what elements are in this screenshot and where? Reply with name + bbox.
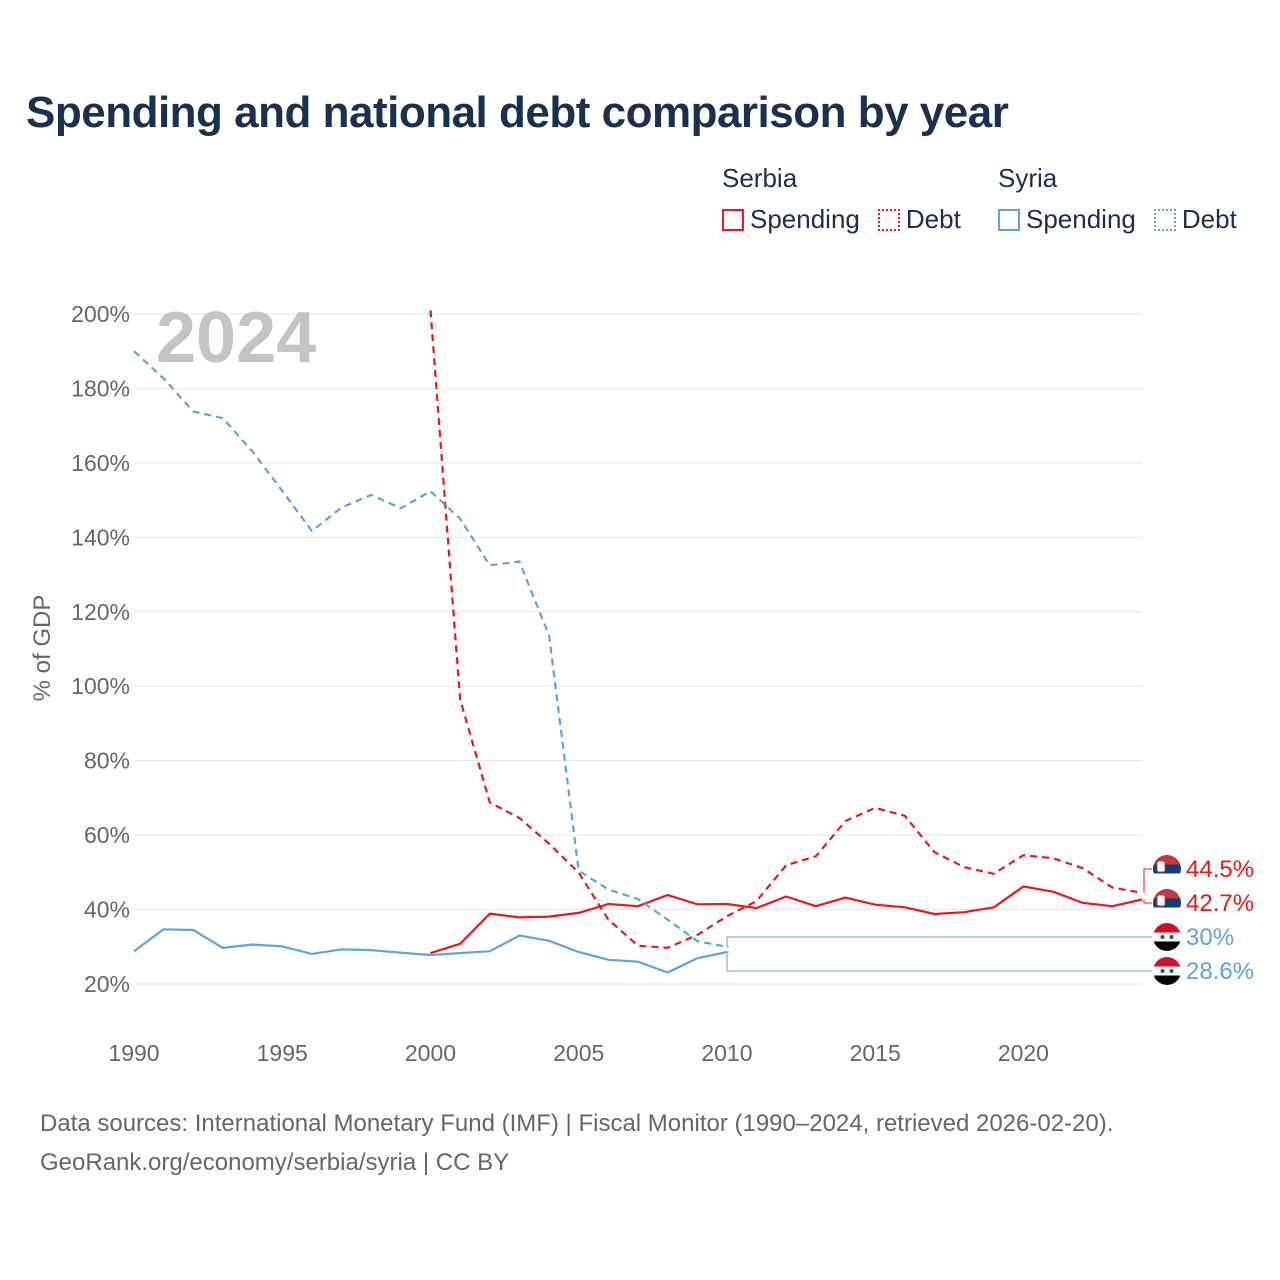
legend-serbia: Serbia Spending Debt [722,160,979,235]
legend-syria-spending[interactable]: Spending [998,204,1136,235]
flag-stripe [1153,855,1181,865]
legend-swatch-dotted-icon [877,208,900,231]
x-tick-label: 2020 [998,1040,1049,1066]
flag-emblem [1156,894,1166,907]
end-label-connector [1143,899,1152,904]
y-tick-label: 80% [84,748,130,774]
serbia-spending-line[interactable] [430,885,1143,955]
end-value-label: 42.7% [1186,890,1254,917]
legend-serbia-debt-label: Debt [905,204,961,234]
y-tick-label: 100% [71,673,130,699]
end-value-label: 28.6% [1186,958,1254,985]
legend-serbia-debt[interactable]: Debt [877,204,961,235]
serbia-debt-line[interactable] [429,310,1143,950]
x-tick-label: 2000 [405,1040,456,1066]
footer-attribution-line[interactable]: GeoRank.org/economy/serbia/syria | CC BY [40,1149,510,1176]
flag-stripe [1153,932,1181,942]
legend-syria-debt[interactable]: Debt [1153,204,1237,235]
legend-syria-country: Syria [998,163,1058,193]
flag-emblem [1156,860,1166,873]
flag-star [1169,935,1174,939]
legend-swatch-dotted-icon [1153,208,1176,231]
flag-stripe [1153,923,1181,933]
flag-star [1160,969,1165,973]
flag-stripe [1153,898,1181,908]
year-watermark: 2024 [156,298,316,378]
y-axis-label: % of GDP [29,595,56,702]
flag-stripe [1153,889,1181,899]
x-tick-label: 1990 [108,1040,159,1066]
legend-syria-debt-label: Debt [1181,204,1237,234]
syria-flag-icon [1153,923,1181,951]
end-label-connector [726,951,1152,972]
flag-stripe [1153,975,1181,985]
legend-syria-spending-label: Spending [1026,204,1136,234]
serbia-flag-icon [1153,855,1181,883]
legend-swatch-solid-icon [998,208,1020,231]
legend-serbia-country: Serbia [722,163,798,193]
legend-swatch-solid-icon [722,208,744,231]
flag-stripe [1153,873,1181,883]
end-value-label: 44.5% [1186,856,1254,883]
y-tick-label: 40% [84,897,130,923]
y-tick-label: 140% [71,524,130,550]
x-tick-label: 2015 [850,1040,901,1066]
flag-stripe [1153,957,1181,967]
syria-debt-line[interactable] [133,350,728,948]
y-tick-label: 180% [71,375,130,401]
chart-title: Spending and national debt comparison by… [26,88,1009,137]
end-label-connector [1143,868,1152,893]
end-label-connector [726,936,1152,948]
y-tick-label: 20% [84,971,130,997]
flag-stripe [1153,864,1181,874]
footer-sources: Data sources: International Monetary Fun… [40,1104,1113,1182]
end-value-label: 30% [1186,924,1234,951]
serbia-flag-icon [1153,889,1181,917]
footer-sources-line: Data sources: International Monetary Fun… [40,1110,1114,1137]
syria-flag-icon [1153,957,1181,985]
y-tick-label: 60% [84,822,130,848]
flag-stripe [1153,907,1181,917]
flag-stripe [1153,941,1181,951]
x-tick-label: 1995 [257,1040,308,1066]
flag-stripe [1153,966,1181,976]
y-tick-label: 120% [71,599,130,625]
x-tick-label: 2005 [553,1040,604,1066]
legend-syria: Syria Spending Debt [998,160,1255,235]
line-chart: 20% 40% 60% 80% 100% 120% 140% 160% 180% 200% 202… [29,298,1254,1066]
legend-serbia-spending-label: Spending [750,204,860,234]
flag-star [1160,935,1165,939]
legend-serbia-spending[interactable]: Spending [722,204,860,235]
y-tick-label: 160% [71,450,130,476]
y-tick-label: 200% [71,301,130,327]
x-tick-label: 2010 [701,1040,752,1066]
flag-star [1169,969,1174,973]
syria-spending-line[interactable] [133,928,728,974]
